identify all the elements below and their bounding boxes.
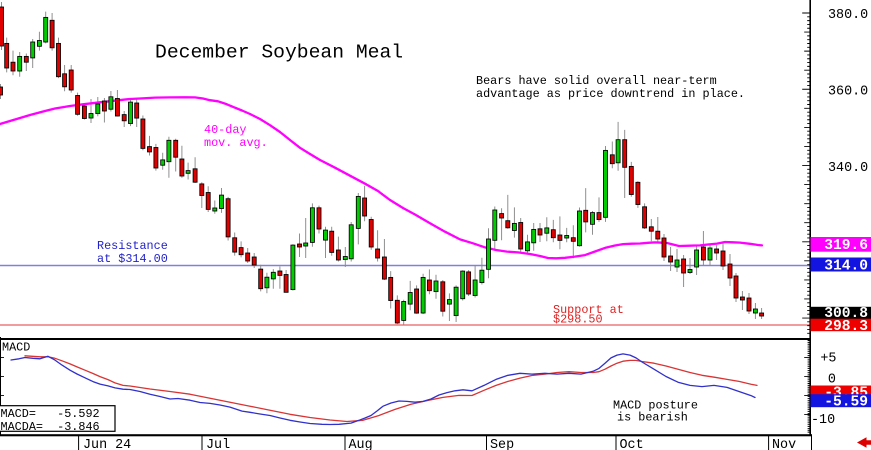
- svg-text:Aug: Aug: [349, 438, 373, 450]
- svg-text:MACDA= -3.846: MACDA= -3.846: [1, 420, 100, 434]
- svg-text:+5: +5: [820, 352, 836, 367]
- svg-text:0: 0: [828, 372, 836, 387]
- svg-text:$298.50: $298.50: [553, 313, 603, 327]
- svg-text:314.0: 314.0: [824, 258, 868, 274]
- svg-text:is bearish: is bearish: [617, 411, 688, 425]
- svg-text:at $314.00: at $314.00: [97, 252, 168, 266]
- svg-text:-5.59: -5.59: [824, 395, 868, 411]
- svg-text:319.6: 319.6: [824, 238, 868, 254]
- svg-text:Resistance: Resistance: [97, 239, 168, 253]
- svg-text:MACD= -5.592: MACD= -5.592: [1, 407, 100, 421]
- svg-text:mov. avg.: mov. avg.: [204, 136, 268, 150]
- svg-text:300.8: 300.8: [824, 306, 868, 322]
- svg-text:MACD posture: MACD posture: [613, 399, 698, 413]
- svg-text:Sep: Sep: [490, 438, 514, 450]
- svg-text:-10: -10: [811, 413, 835, 428]
- svg-text:Jun 24: Jun 24: [83, 438, 131, 450]
- svg-text:380.0: 380.0: [828, 8, 868, 23]
- svg-text:Bears have solid overall near-: Bears have solid overall near-term: [476, 74, 717, 88]
- svg-text:Jul: Jul: [206, 438, 230, 450]
- svg-text:December Soybean Meal: December Soybean Meal: [155, 42, 403, 64]
- svg-text:Oct: Oct: [620, 438, 644, 450]
- svg-text:298.3: 298.3: [824, 319, 868, 335]
- svg-text:360.0: 360.0: [828, 85, 868, 100]
- svg-text:MACD: MACD: [2, 341, 30, 355]
- svg-text:Support at: Support at: [553, 303, 624, 317]
- svg-text:40-day: 40-day: [204, 123, 246, 137]
- svg-text:advantage as price downtrend i: advantage as price downtrend in place.: [476, 87, 745, 101]
- svg-text:340.0: 340.0: [828, 161, 868, 176]
- svg-text:Nov: Nov: [772, 438, 796, 450]
